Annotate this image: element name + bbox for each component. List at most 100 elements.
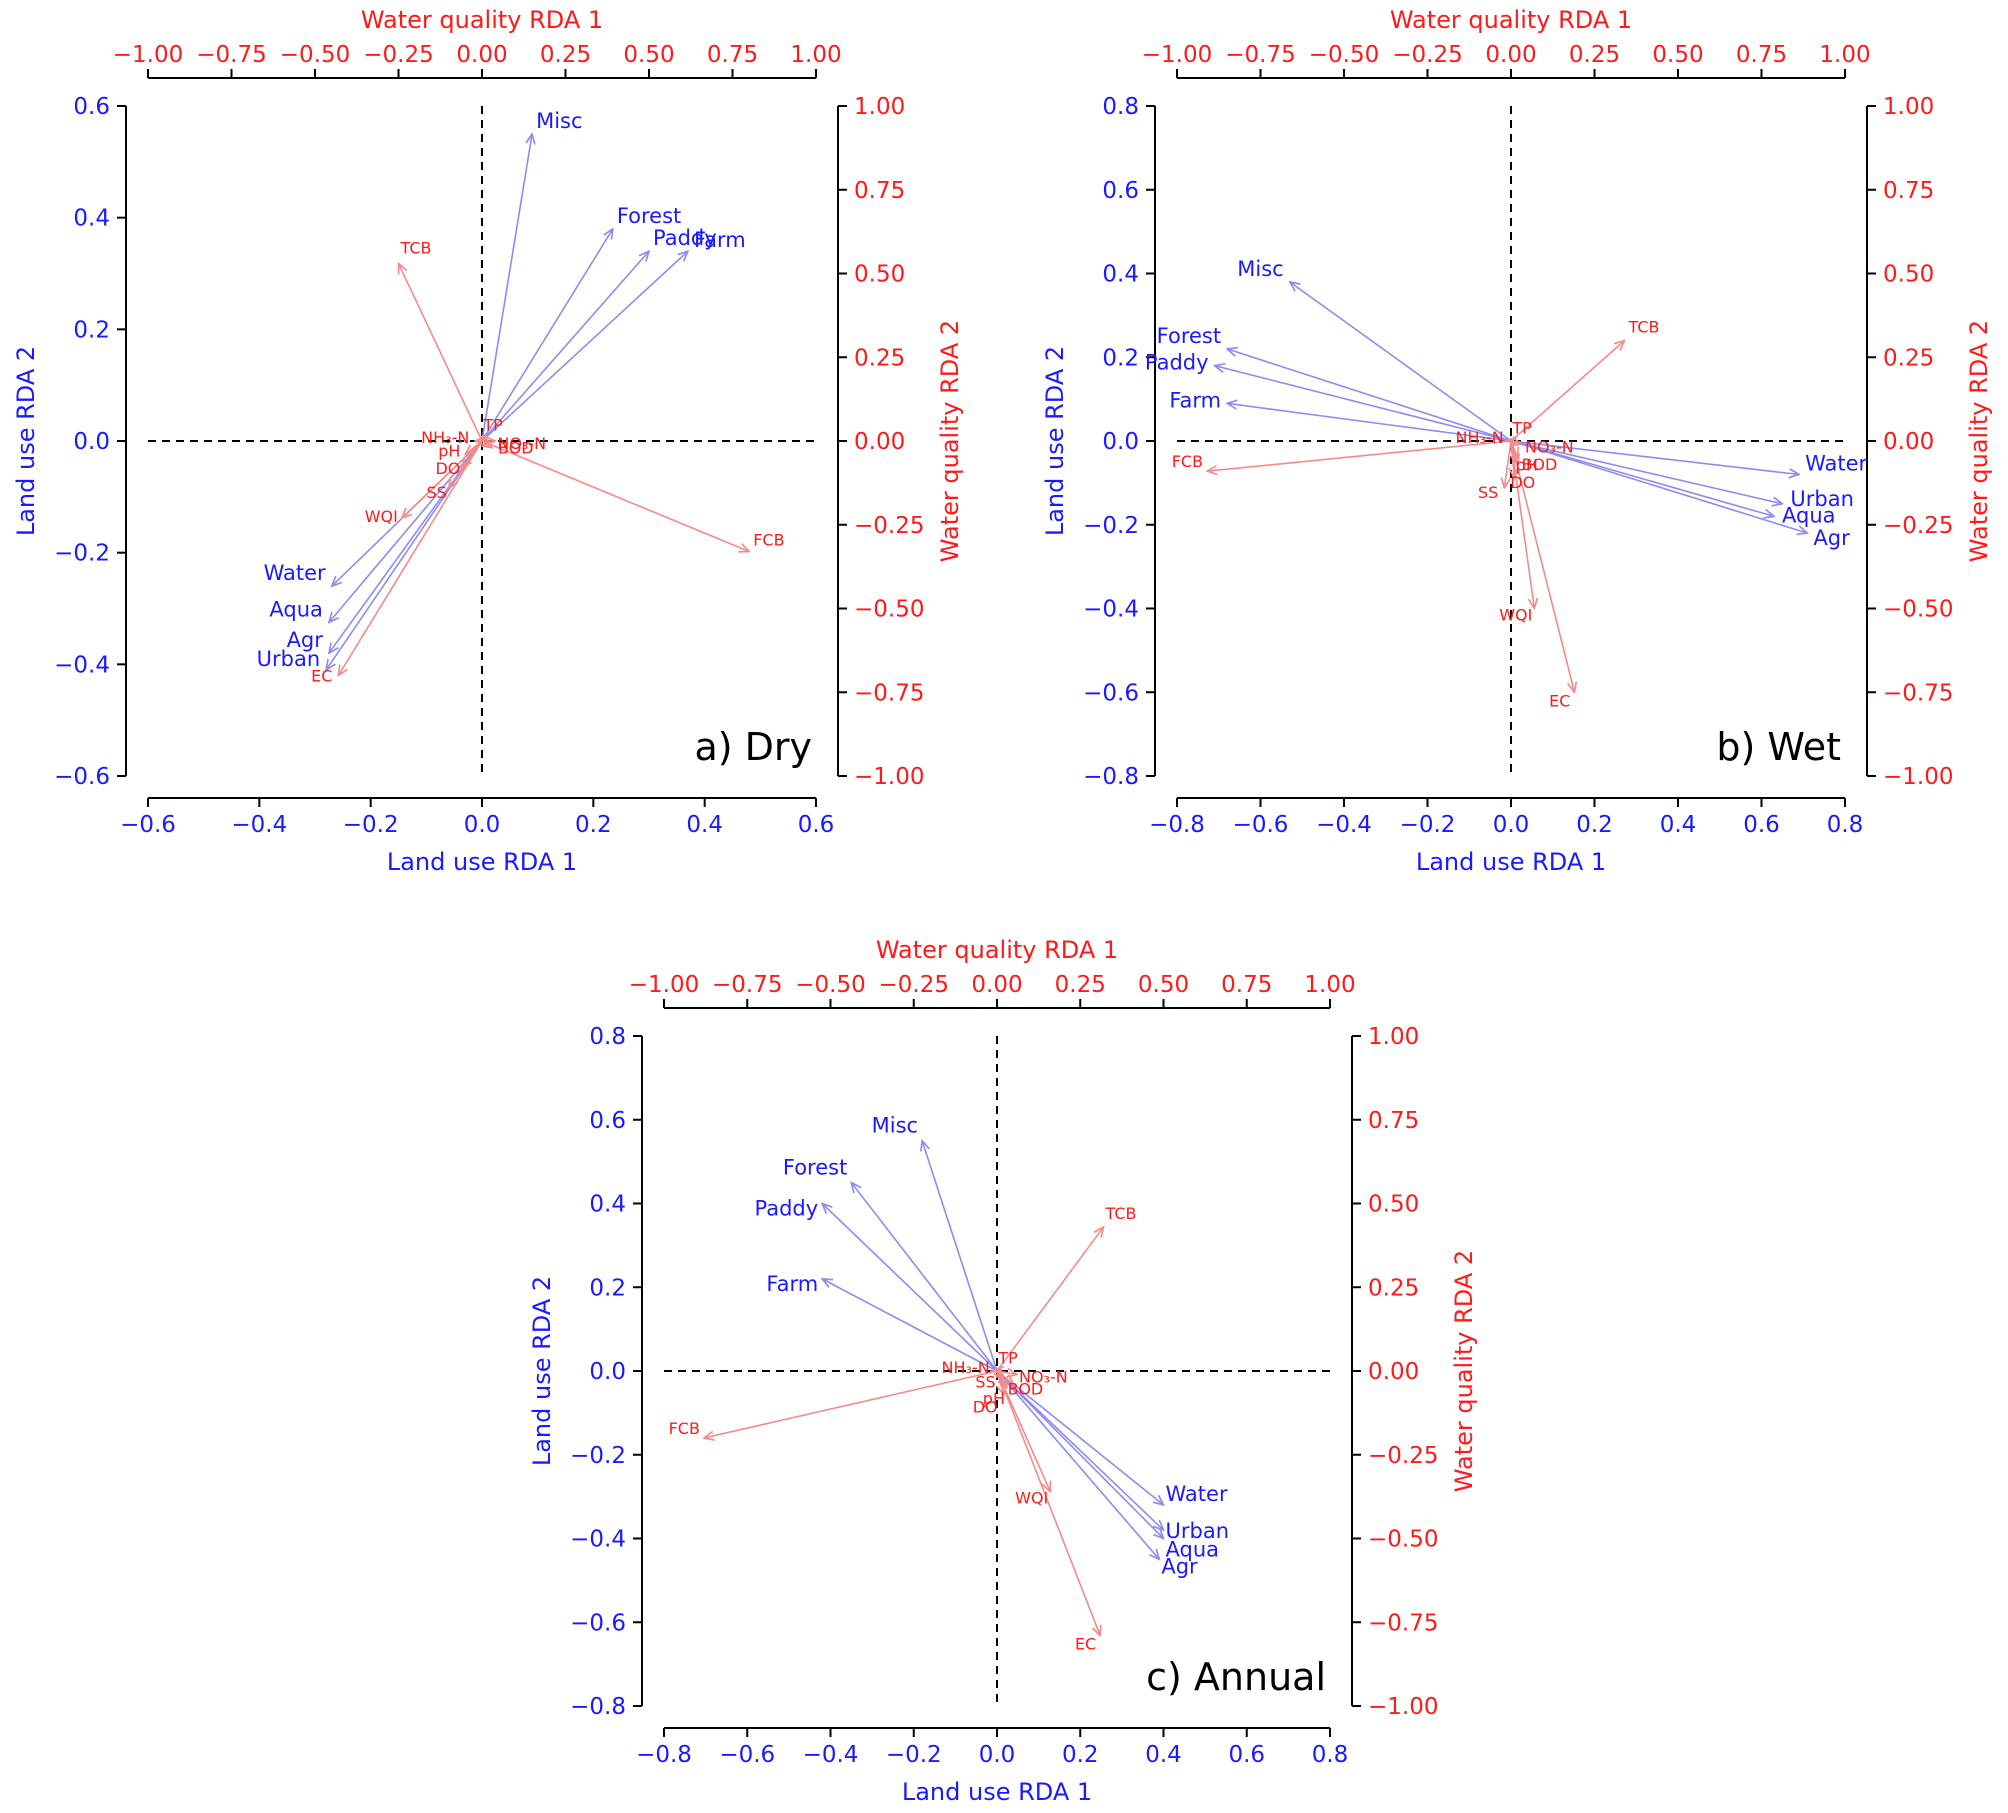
land-use-arrow	[481, 134, 532, 442]
top-tick-label: 0.25	[1055, 972, 1106, 998]
land-use-label: Misc	[872, 1114, 918, 1138]
top-tick-label: 1.00	[1819, 42, 1870, 68]
y-tick-label: 0.4	[589, 1192, 626, 1218]
right-tick-label: 1.00	[1368, 1024, 1419, 1050]
water-quality-label: NH₃-N	[1456, 428, 1504, 447]
land-use-arrow	[481, 251, 649, 442]
x-tick-label: 0.0	[464, 812, 501, 838]
right-tick-label: 0.75	[1883, 178, 1934, 204]
land-use-arrow	[822, 1279, 998, 1372]
top-tick-label: 0.25	[1569, 42, 1620, 68]
x-tick-label: 0.0	[979, 1742, 1016, 1768]
x-tick-label: 0.2	[575, 812, 612, 838]
x-tick-label: 0.4	[686, 812, 723, 838]
top-tick-label: 0.75	[1221, 972, 1272, 998]
water-quality-label: WQI	[1499, 606, 1532, 625]
top-tick-label: 0.00	[456, 42, 507, 68]
land-use-label: Urban	[257, 647, 321, 671]
y-tick-label: 0.0	[73, 429, 110, 455]
land-use-arrow	[851, 1183, 998, 1372]
y-tick-label: 0.8	[589, 1024, 626, 1050]
right-tick-label: 0.50	[854, 262, 905, 288]
land-use-label: Forest	[1157, 324, 1221, 348]
water-quality-label: TCB	[1105, 1204, 1137, 1223]
top-tick-label: −0.75	[1225, 42, 1295, 68]
right-axis-label: Water quality RDA 2	[936, 320, 964, 562]
y-tick-label: 0.2	[73, 317, 110, 343]
y-tick-label: 0.0	[1102, 429, 1139, 455]
water-quality-label: DO	[973, 1397, 998, 1416]
y-tick-label: −0.8	[570, 1694, 626, 1720]
x-tick-label: −0.6	[120, 812, 176, 838]
top-axis-label: Water quality RDA 1	[361, 6, 603, 34]
land-use-arrow	[1510, 440, 1774, 516]
x-axis-label: Land use RDA 1	[1416, 848, 1606, 876]
panel-1: −0.6 −0.4 −0.2 0.0 0.2 0.4 0.6−0.6−0.4−0.20.00…	[12, 6, 964, 876]
right-tick-label: −0.75	[1368, 1610, 1438, 1636]
land-use-label: Paddy	[754, 1197, 818, 1221]
right-tick-label: −0.25	[1883, 513, 1953, 539]
water-quality-arrow	[1207, 440, 1512, 471]
land-use-label: Farm	[766, 1272, 818, 1296]
water-quality-label: DO	[1510, 473, 1535, 492]
land-use-label: Aqua	[1782, 503, 1836, 527]
y-tick-label: −0.2	[1083, 513, 1139, 539]
water-quality-arrow	[1511, 438, 1514, 441]
right-tick-label: 0.00	[1368, 1359, 1419, 1385]
y-tick-label: −0.4	[570, 1527, 626, 1553]
water-quality-arrow	[997, 1368, 1000, 1371]
right-tick-label: 0.25	[854, 345, 905, 371]
right-tick-label: −0.75	[854, 680, 924, 706]
top-tick-label: −0.75	[196, 42, 266, 68]
water-quality-label: TP	[1511, 419, 1532, 438]
top-tick-label: 0.25	[540, 42, 591, 68]
water-quality-arrow	[1510, 341, 1625, 442]
right-tick-label: 0.25	[1368, 1275, 1419, 1301]
land-use-label: Forest	[617, 204, 681, 228]
water-quality-label: FCB	[753, 531, 784, 550]
top-tick-label: −0.50	[1309, 42, 1379, 68]
x-tick-label: 0.8	[1312, 1742, 1349, 1768]
y-tick-label: 0.2	[1102, 345, 1139, 371]
top-tick-label: −0.25	[363, 42, 433, 68]
land-use-label: Aqua	[269, 597, 323, 621]
right-tick-label: 0.50	[1368, 1192, 1419, 1218]
right-tick-label: −1.00	[1368, 1694, 1438, 1720]
land-use-label: Paddy	[1145, 351, 1209, 375]
water-quality-label: TP	[997, 1349, 1018, 1368]
y-tick-label: 0.4	[1102, 262, 1139, 288]
x-tick-label: −0.8	[1149, 812, 1205, 838]
y-tick-label: −0.4	[1083, 597, 1139, 623]
x-tick-label: 0.2	[1576, 812, 1613, 838]
x-tick-label: 0.4	[1145, 1742, 1182, 1768]
panel-label: a) Dry	[694, 725, 812, 769]
land-use-label: Water	[1166, 1482, 1228, 1506]
top-tick-label: 0.50	[1652, 42, 1703, 68]
x-tick-label: −0.4	[1316, 812, 1372, 838]
top-tick-label: 1.00	[1304, 972, 1355, 998]
panel-label: b) Wet	[1716, 725, 1841, 769]
x-axis-label: Land use RDA 1	[902, 1778, 1092, 1806]
top-tick-label: −0.50	[795, 972, 865, 998]
land-use-label: Misc	[536, 109, 582, 133]
right-tick-label: −0.50	[854, 597, 924, 623]
land-use-label: Farm	[1169, 388, 1221, 412]
top-axis-label: Water quality RDA 1	[876, 936, 1118, 964]
land-use-label: Paddy	[653, 226, 717, 250]
right-tick-label: 0.75	[854, 178, 905, 204]
land-use-label: Farm	[694, 228, 746, 252]
x-tick-label: 0.6	[1228, 1742, 1265, 1768]
x-tick-label: −0.4	[803, 1742, 859, 1768]
water-quality-label: pH	[1516, 455, 1538, 474]
x-tick-label: 0.4	[1660, 812, 1697, 838]
right-tick-label: 0.25	[1883, 345, 1934, 371]
land-use-label: Misc	[1237, 257, 1283, 281]
x-tick-label: −0.6	[719, 1742, 775, 1768]
y-tick-label: 0.4	[73, 206, 110, 232]
right-tick-label: −0.25	[854, 513, 924, 539]
x-tick-label: −0.2	[886, 1742, 942, 1768]
top-tick-label: −0.25	[879, 972, 949, 998]
water-quality-label: pH	[438, 441, 460, 460]
right-tick-label: −1.00	[1883, 764, 1953, 790]
y-tick-label: −0.8	[1083, 764, 1139, 790]
